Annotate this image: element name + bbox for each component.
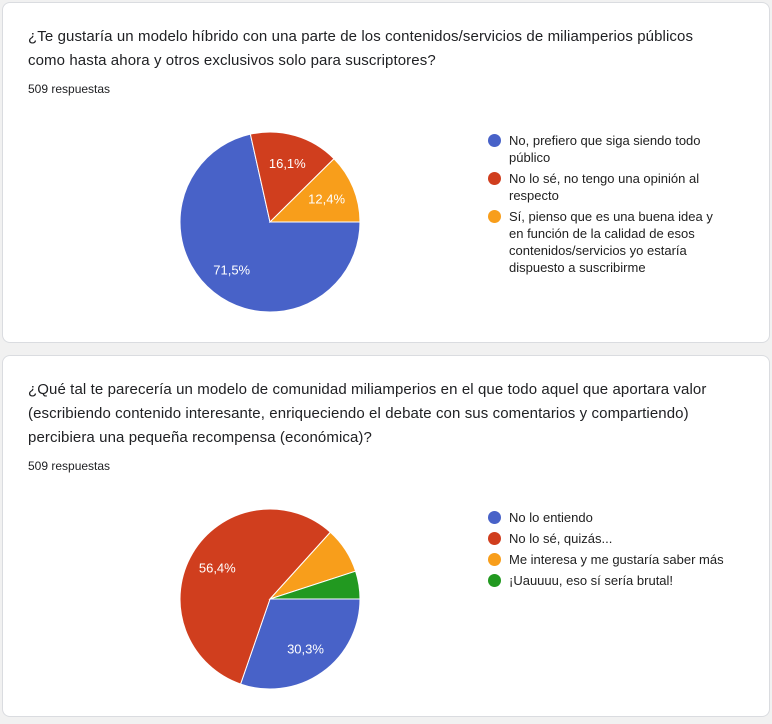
pie-slice[interactable] (239, 598, 361, 690)
responses-count-2: 509 respuestas (28, 459, 111, 473)
legend-item: Sí, pienso que es una buena idea y en fu… (488, 208, 728, 276)
pie-slice-label: 56,4% (199, 560, 236, 575)
legend-label: No lo entiendo (509, 510, 593, 525)
legend-1: No, prefiero que siga siendo todo públic… (488, 132, 728, 280)
pie-slice-label: 16,1% (269, 156, 306, 171)
chart-area-2: 30,3% 56,4% No lo entiendo No lo sé, quiz… (28, 507, 745, 691)
legend-item: ¡Uauuuu, eso sí sería brutal! (488, 572, 728, 589)
legend-label: No lo sé, quizás... (509, 531, 613, 546)
legend-label: No lo sé, no tengo una opinión al respec… (509, 171, 700, 203)
legend-label: Me interesa y me gustaría saber más (509, 552, 724, 567)
legend-dot-blue (488, 511, 501, 524)
legend-2: No lo entiendo No lo sé, quizás... Me in… (488, 509, 728, 593)
legend-dot-green (488, 574, 501, 587)
pie-chart-1[interactable]: 71,5% 16,1% 12,4% (178, 130, 362, 314)
legend-dot-orange (488, 553, 501, 566)
pie-slice[interactable] (179, 133, 361, 313)
pie-slice[interactable] (268, 158, 361, 223)
question-card-1: ¿Te gustaría un modelo híbrido con una p… (2, 2, 770, 343)
pie-slice[interactable] (269, 570, 361, 600)
pie-slice-label: 71,5% (213, 262, 250, 277)
legend-dot-blue (488, 134, 501, 147)
chart-area-1: 71,5% 16,1% 12,4% No, prefiero que siga si… (28, 130, 745, 314)
legend-item: No lo sé, quizás... (488, 530, 728, 547)
legend-item: No lo sé, no tengo una opinión al respec… (488, 170, 728, 204)
question-title-2: ¿Qué tal te parecería un modelo de comun… (28, 381, 707, 446)
pie-slice-label: 12,4% (308, 191, 345, 206)
legend-item: No lo entiendo (488, 509, 728, 526)
legend-label: Sí, pienso que es una buena idea y en fu… (509, 209, 713, 275)
legend-dot-red (488, 172, 501, 185)
legend-label: ¡Uauuuu, eso sí sería brutal! (509, 573, 674, 588)
legend-dot-orange (488, 210, 501, 223)
legend-item: Me interesa y me gustaría saber más (488, 551, 728, 568)
question-card-2: ¿Qué tal te parecería un modelo de comun… (2, 355, 770, 717)
pie-slice[interactable] (179, 508, 332, 685)
legend-label: No, prefiero que siga siendo todo públic… (509, 133, 701, 165)
pie-slice-label: 30,3% (287, 641, 324, 656)
pie-chart-2[interactable]: 30,3% 56,4% (178, 507, 362, 691)
legend-dot-red (488, 532, 501, 545)
question-title-1: ¿Te gustaría un modelo híbrido con una p… (28, 28, 694, 69)
pie-slice[interactable] (249, 131, 335, 223)
legend-item: No, prefiero que siga siendo todo públic… (488, 132, 728, 166)
responses-count-1: 509 respuestas (28, 82, 111, 96)
